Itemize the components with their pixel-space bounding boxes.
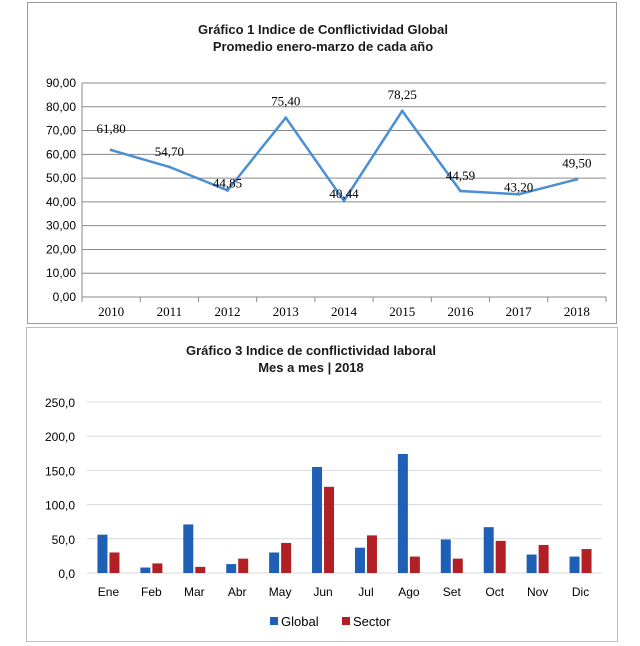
x-tick-label: 2017 — [506, 304, 533, 319]
x-tick-label: Ago — [398, 585, 420, 599]
y-tick-label: 100,0 — [45, 499, 75, 513]
data-label: 44,59 — [446, 168, 475, 183]
chart-title: Gráfico 1 Indice de Conflictividad Globa… — [198, 22, 448, 37]
bar-global — [440, 539, 451, 573]
data-point — [167, 165, 171, 169]
bar-global — [483, 527, 494, 573]
bar-sector — [452, 558, 463, 573]
y-tick-label: 30,00 — [46, 219, 76, 233]
bar-global — [397, 453, 408, 573]
bar-sector — [538, 544, 549, 573]
bar-sector — [238, 558, 249, 573]
legend-swatch — [342, 617, 350, 625]
bar-chart-panel: Gráfico 3 Indice de conflictividad labor… — [26, 327, 618, 642]
data-point — [517, 192, 521, 196]
data-label: 78,25 — [388, 87, 417, 102]
data-label: 54,70 — [155, 144, 184, 159]
legend-swatch — [270, 617, 278, 625]
y-tick-label: 0,0 — [58, 567, 75, 581]
x-tick-label: 2010 — [98, 304, 124, 319]
chart-title: Gráfico 3 Indice de conflictividad labor… — [186, 343, 436, 358]
legend-label: Sector — [353, 614, 391, 629]
x-tick-label: 2012 — [215, 304, 241, 319]
x-tick-label: Ene — [98, 585, 120, 599]
y-tick-label: 200,0 — [45, 430, 75, 444]
y-tick-label: 50,00 — [46, 171, 76, 185]
bar-global — [140, 567, 151, 573]
x-tick-label: Dic — [572, 585, 589, 599]
data-label: 75,40 — [271, 94, 300, 109]
x-tick-label: 2013 — [273, 304, 299, 319]
x-tick-label: May — [269, 585, 292, 599]
x-tick-label: Oct — [485, 585, 504, 599]
bar-global — [269, 552, 280, 573]
bar-global — [97, 534, 108, 573]
legend-label: Global — [281, 614, 319, 629]
y-tick-label: 0,00 — [53, 290, 77, 304]
y-tick-label: 90,00 — [46, 76, 76, 90]
bar-global — [526, 554, 537, 573]
bar-sector — [324, 486, 335, 573]
data-label: 49,50 — [562, 155, 591, 170]
bar-global — [354, 547, 365, 573]
chart-subtitle: Mes a mes | 2018 — [258, 360, 364, 375]
x-tick-label: Set — [443, 585, 462, 599]
bar-sector — [195, 566, 206, 573]
y-tick-label: 80,00 — [46, 100, 76, 114]
bar-global — [183, 524, 194, 573]
bar-global — [226, 564, 237, 573]
y-tick-label: 60,00 — [46, 147, 76, 161]
y-tick-label: 150,0 — [45, 464, 75, 478]
bar-sector — [152, 563, 163, 573]
bar-global — [569, 556, 580, 573]
bar-sector — [366, 535, 377, 573]
bar-sector — [281, 542, 292, 573]
data-label: 40,44 — [329, 186, 359, 201]
data-point — [226, 188, 230, 192]
y-tick-label: 10,00 — [46, 266, 76, 280]
bar-global — [312, 466, 323, 573]
x-tick-label: Nov — [527, 585, 548, 599]
y-tick-label: 40,00 — [46, 195, 76, 209]
data-point — [284, 116, 288, 120]
x-tick-label: Abr — [228, 585, 247, 599]
bar-sector — [581, 549, 592, 573]
data-point — [342, 199, 346, 203]
x-tick-label: Feb — [141, 585, 162, 599]
line-chart: Gráfico 1 Indice de Conflictividad Globa… — [46, 22, 607, 319]
bar-sector — [409, 556, 420, 573]
data-label: 61,80 — [96, 121, 125, 136]
y-tick-label: 20,00 — [46, 242, 76, 256]
data-point — [575, 177, 579, 181]
data-point — [400, 109, 404, 113]
bar-sector — [109, 552, 120, 573]
data-point — [109, 148, 113, 152]
y-tick-label: 250,0 — [45, 396, 75, 410]
x-tick-label: Jul — [358, 585, 373, 599]
x-tick-label: 2018 — [564, 304, 590, 319]
x-tick-label: 2014 — [331, 304, 358, 319]
chart-subtitle: Promedio enero-marzo de cada año — [213, 39, 433, 54]
data-point — [458, 189, 462, 193]
x-tick-label: 2016 — [447, 304, 474, 319]
x-tick-label: 2011 — [157, 304, 183, 319]
y-tick-label: 50,0 — [52, 533, 76, 547]
bar-chart: Gráfico 3 Indice de conflictividad labor… — [45, 343, 602, 629]
line-chart-panel: Gráfico 1 Indice de Conflictividad Globa… — [27, 2, 617, 324]
data-label: 44,85 — [213, 175, 242, 190]
x-tick-label: Mar — [184, 585, 205, 599]
bar-sector — [495, 540, 506, 573]
x-tick-label: Jun — [313, 585, 332, 599]
y-tick-label: 70,00 — [46, 124, 76, 138]
x-tick-label: 2015 — [389, 304, 415, 319]
data-label: 43,20 — [504, 179, 533, 194]
